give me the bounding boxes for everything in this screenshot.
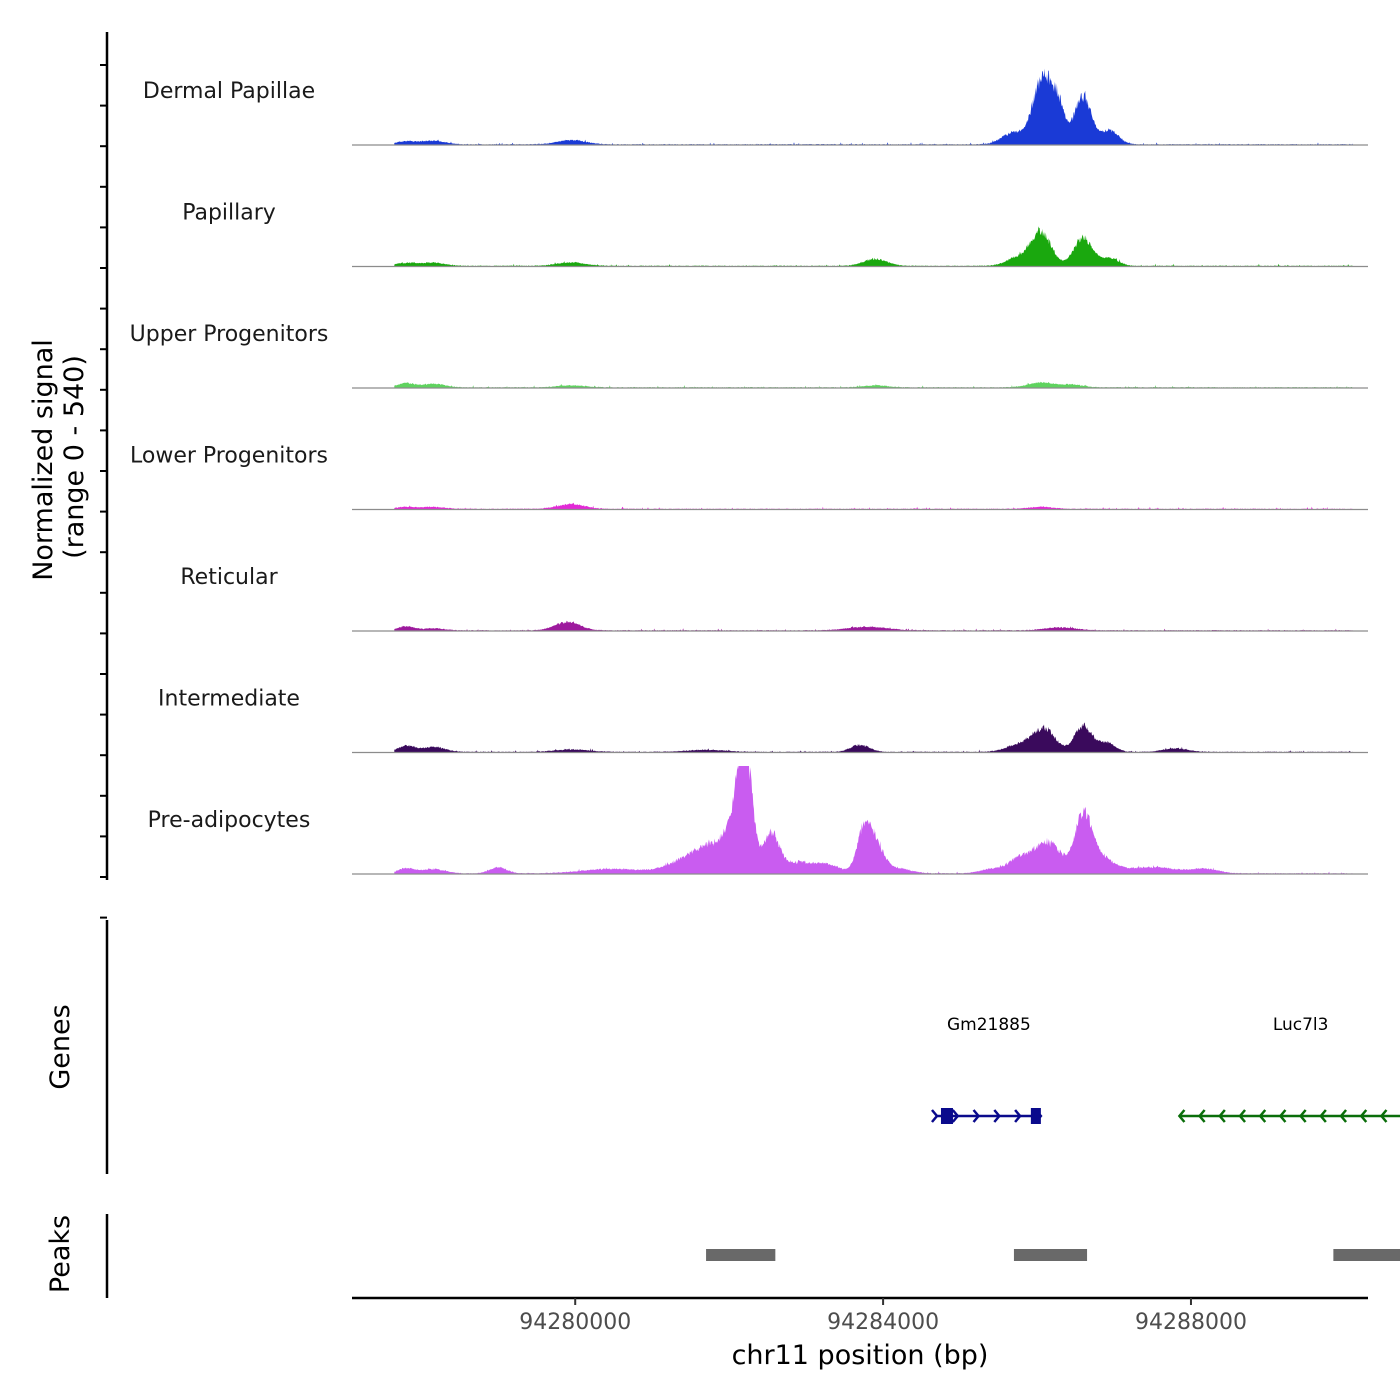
exon (940, 1108, 953, 1124)
peak-region-bar (1013, 1249, 1088, 1261)
track-label: Upper Progenitors (130, 322, 329, 347)
x-tick-label: 94280000 (519, 1310, 631, 1335)
strand-arrow (1014, 1109, 1022, 1123)
track-reticular: Reticular (180, 565, 1368, 632)
track-intermediate: Intermediate (158, 687, 1368, 754)
coverage-tracks: Dermal Papillae Papillary Upper Progenitor… (130, 68, 1368, 875)
x-tick-label: 94288000 (1135, 1310, 1247, 1335)
coverage-area (394, 766, 1353, 874)
peak-region-bar (1333, 1249, 1400, 1261)
strand-arrow (1177, 1109, 1186, 1123)
strand-arrow (993, 1109, 1001, 1123)
y-axis-title-line1: Normalized signal (28, 339, 59, 581)
coverage-area (394, 381, 1353, 388)
x-axis-title: chr11 position (bp) (732, 1340, 989, 1371)
strand-arrow (1218, 1109, 1226, 1123)
track-label: Reticular (180, 565, 278, 590)
coverage-area (394, 722, 1353, 753)
genes-panel-title: Genes (45, 1004, 76, 1089)
track-dermal-papillae: Dermal Papillae (143, 68, 1368, 146)
gene-gm21885: Gm21885 (931, 1015, 1043, 1124)
strand-arrow (951, 1109, 960, 1123)
peak-regions (706, 1249, 1400, 1261)
exon (1030, 1108, 1041, 1124)
track-label: Pre-adipocytes (148, 808, 311, 833)
strand-arrow (1379, 1109, 1388, 1123)
strand-arrow (1359, 1109, 1368, 1123)
strand-arrow (1198, 1109, 1206, 1123)
gene-luc7l3: Luc7l3 (1177, 1015, 1400, 1123)
coverage-area (394, 620, 1353, 631)
x-axis-ticks: 94280000 94284000 94288000 (519, 1298, 1247, 1335)
strand-arrow (1258, 1109, 1267, 1123)
gene-label: Gm21885 (947, 1015, 1031, 1035)
strand-arrow (1238, 1109, 1246, 1123)
peaks-panel-title: Peaks (45, 1215, 76, 1293)
track-label: Dermal Papillae (143, 79, 315, 104)
strand-arrow (931, 1109, 939, 1123)
strand-arrow (972, 1109, 981, 1123)
track-label: Papillary (182, 201, 276, 226)
y-axis-title-line2: (range 0 - 540) (59, 355, 90, 559)
strand-arrow (1278, 1109, 1287, 1123)
peak-region-bar (706, 1249, 776, 1261)
x-tick-label: 94284000 (827, 1310, 939, 1335)
strand-arrow (1319, 1109, 1327, 1123)
track-lower-progenitors: Lower Progenitors (130, 444, 1368, 511)
track-papillary: Papillary (182, 201, 1368, 268)
track-upper-progenitors: Upper Progenitors (130, 322, 1368, 389)
coverage-y-ticks (100, 64, 107, 919)
gene-annotations: Gm21885 Luc7l3 (931, 1015, 1400, 1124)
strand-arrow (1339, 1109, 1348, 1123)
strand-arrow (1299, 1109, 1307, 1123)
track-label: Lower Progenitors (130, 444, 328, 469)
track-pre-adipocytes: Pre-adipocytes (148, 766, 1368, 875)
track-label: Intermediate (158, 687, 300, 712)
gene-label: Luc7l3 (1273, 1015, 1329, 1035)
